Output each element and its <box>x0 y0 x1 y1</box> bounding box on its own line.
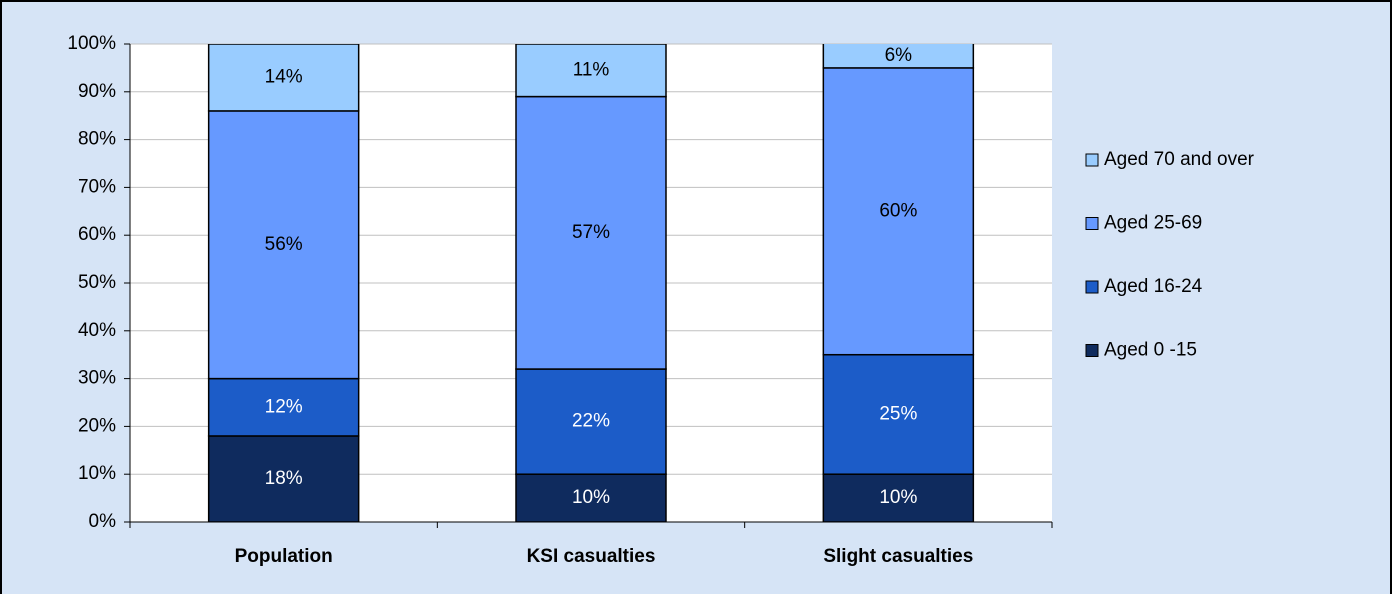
y-tick-label: 50% <box>78 272 116 293</box>
value-label: 25% <box>879 403 917 424</box>
bar-segment <box>515 44 667 98</box>
x-tick-label: Population <box>235 546 333 567</box>
legend-swatch <box>1085 153 1099 167</box>
y-tick-label: 70% <box>78 176 116 197</box>
y-tick-label: 40% <box>78 320 116 341</box>
bar-segment <box>515 368 667 475</box>
x-tick-label: KSI casualties <box>527 546 656 567</box>
value-label: 12% <box>265 396 303 417</box>
value-label: 22% <box>572 411 610 432</box>
legend-swatch <box>1085 217 1099 230</box>
value-label: 10% <box>572 487 610 508</box>
bar-segment <box>515 95 667 370</box>
value-label: 6% <box>885 45 913 66</box>
y-tick-label: 10% <box>78 463 116 484</box>
legend-label: Aged 0 -15 <box>1104 340 1197 361</box>
y-tick-label: 30% <box>78 368 116 389</box>
legend-swatch <box>1085 344 1099 357</box>
legend-swatch <box>1085 280 1099 294</box>
value-label: 60% <box>879 200 917 221</box>
bar-segment <box>822 67 975 356</box>
legend-label: Aged 25-69 <box>1104 213 1202 234</box>
legend-label: Aged 70 and over <box>1104 149 1255 170</box>
y-tick-label: 60% <box>78 224 116 245</box>
value-label: 11% <box>573 59 610 80</box>
x-tick-label: Slight casualties <box>823 546 973 567</box>
y-tick-label: 90% <box>78 81 116 102</box>
bar-segment <box>822 473 975 522</box>
value-label: 57% <box>572 222 610 243</box>
bar-segment <box>822 44 975 69</box>
value-label: 14% <box>265 66 303 87</box>
legend-label: Aged 16-24 <box>1104 276 1203 297</box>
y-tick-label: 20% <box>78 415 116 436</box>
y-tick-label: 0% <box>89 511 117 532</box>
value-label: 10% <box>879 487 917 508</box>
value-label: 18% <box>265 468 303 489</box>
y-tick-label: 80% <box>78 129 116 150</box>
bar-segment <box>822 353 975 475</box>
value-label: 56% <box>265 234 303 255</box>
y-tick-label: 100% <box>67 33 116 54</box>
bar-segment <box>207 44 360 112</box>
